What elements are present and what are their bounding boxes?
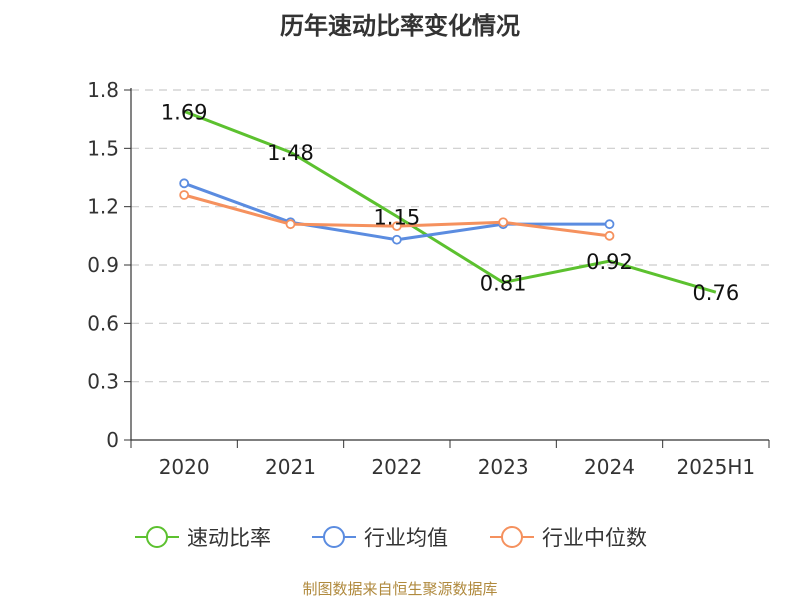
source-note: 制图数据来自恒生聚源数据库 — [302, 580, 498, 598]
grid-lines — [131, 89, 769, 383]
y-tick-label: 0.9 — [87, 253, 119, 277]
y-tick-label: 0.3 — [87, 370, 119, 394]
data-point-2 — [179, 190, 190, 200]
data-point-2 — [498, 217, 509, 228]
legend-label-1: 行业均值 — [364, 526, 448, 550]
x-tick-label-2024: 2024 — [584, 455, 635, 479]
data-label: 1.48 — [267, 141, 314, 165]
legend-label-0: 速动比率 — [187, 526, 271, 550]
chart-title: 历年速动比率变化情况 — [280, 12, 520, 40]
data-label: 0.76 — [692, 281, 739, 305]
data-label: 0.81 — [480, 272, 527, 296]
data-point-2 — [285, 219, 296, 230]
legend-label-2: 行业中位数 — [542, 526, 647, 550]
legend-swatch-marker-2 — [501, 526, 523, 548]
data-point-1 — [391, 234, 402, 245]
legend-swatch-marker-0 — [146, 526, 168, 548]
series-lines — [179, 109, 717, 294]
data-point-2 — [604, 230, 615, 241]
axes: 0 0.3 0.6 0.9 1.2 1.5 1.8 2020 2021 2022 2023 2024 2… — [87, 78, 770, 479]
y-tick-label: 0.6 — [87, 311, 119, 335]
x-tick-label-2021: 2021 — [265, 455, 316, 479]
data-label: 1.15 — [373, 205, 420, 229]
data-label: 0.92 — [586, 250, 633, 274]
y-tick-label: 1.2 — [87, 195, 119, 219]
data-point-2 — [391, 221, 402, 232]
y-tick-label: 1.8 — [87, 78, 119, 102]
series-line-0 — [183, 109, 717, 294]
data-point-1 — [604, 219, 615, 230]
x-tick-label-2023: 2023 — [478, 455, 529, 479]
x-tick-label-2020: 2020 — [159, 455, 210, 479]
data-labels: 1.69 1.48 1.15 0.81 0.92 0.76 — [161, 100, 739, 305]
legend-swatch-marker-1 — [323, 526, 345, 548]
x-tick-label-2022: 2022 — [371, 455, 422, 479]
legend: 速动比率 行业均值 行业中位数 — [135, 526, 647, 550]
data-point-1 — [179, 178, 190, 189]
x-tick-label-2025h1: 2025H1 — [676, 455, 755, 479]
data-label: 1.69 — [161, 100, 208, 124]
y-tick-label: 0 — [106, 428, 119, 452]
y-tick-label: 1.5 — [87, 136, 119, 160]
